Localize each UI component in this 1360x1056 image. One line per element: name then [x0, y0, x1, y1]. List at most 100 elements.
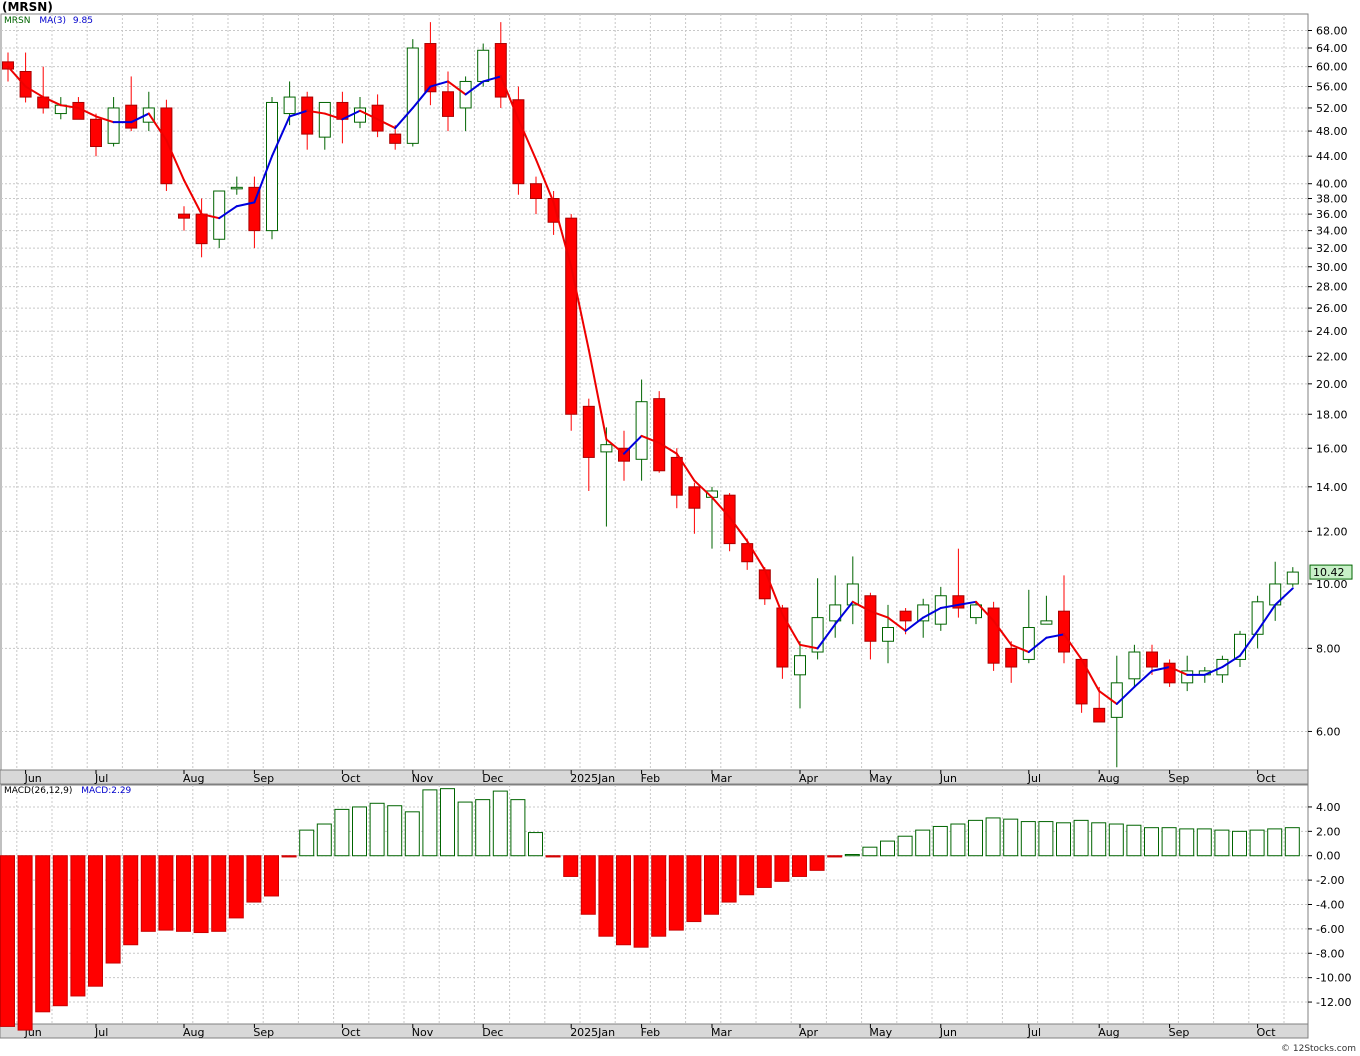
ma3-line-segment [939, 603, 960, 610]
candle-body [442, 91, 454, 117]
ma3-line-segment [341, 109, 361, 121]
ma3-line-segment [658, 441, 678, 455]
macd-bar [616, 855, 631, 946]
candle-body [160, 107, 173, 185]
candle-body [582, 405, 595, 458]
ma3-line-segment [746, 540, 766, 571]
macd-bar [299, 829, 315, 857]
candle-body [354, 107, 366, 123]
macd-bar [334, 808, 350, 857]
macd-month-label: 2025Jan [570, 1026, 615, 1039]
ma3-line-segment [288, 109, 309, 118]
macd-bar [1126, 824, 1142, 857]
macd-bar [897, 835, 913, 857]
ma3-line-segment [693, 479, 713, 499]
ma3-line-segment [887, 616, 907, 632]
candle-body [1093, 707, 1106, 723]
candle-body [477, 49, 490, 82]
macd-bar [774, 855, 790, 882]
macd-month-label: Nov [412, 1026, 434, 1039]
candle-body [811, 617, 824, 653]
macd-bar [1003, 818, 1019, 857]
macd-bar [651, 855, 667, 937]
macd-ytick-label: -8.00 [1316, 947, 1344, 960]
macd-bar [140, 855, 156, 932]
macd-bar [1214, 829, 1230, 857]
candle-body [1058, 610, 1070, 653]
price-ytick-label: 18.00 [1316, 408, 1348, 421]
candle-body [547, 198, 560, 223]
ma3-line-segment [165, 139, 185, 182]
macd-month-label: Oct [341, 1026, 361, 1039]
price-month-label: Jul [94, 772, 108, 785]
macd-bar [17, 855, 33, 1031]
price-month-label: Apr [799, 772, 819, 785]
legend-ma-label: MA(3) [39, 16, 67, 26]
ma3-line-segment [728, 516, 749, 543]
ma3-line-segment [1115, 685, 1136, 705]
macd-bar [827, 855, 843, 858]
ma3-line-segment [130, 112, 150, 124]
ma3-line-segment [1203, 666, 1224, 676]
ma3-line-segment [711, 496, 731, 519]
macd-month-label: Jul [94, 1026, 108, 1039]
legend-ma-value: 9.85 [72, 16, 93, 26]
price-ytick-label: 6.00 [1316, 725, 1341, 738]
candle-body [670, 456, 683, 496]
ma3-line-segment [1221, 654, 1241, 669]
ma3-line-segment [376, 118, 397, 130]
ma3-line-segment [552, 201, 573, 268]
candle-body [230, 186, 243, 190]
ma3-line-segment [605, 438, 625, 455]
macd-bar [105, 855, 121, 964]
candle-body [794, 655, 806, 676]
macd-date-axis-bar [0, 1023, 1309, 1039]
candle-body [125, 104, 138, 129]
macd-bar [721, 855, 737, 903]
ma3-line-segment [1168, 666, 1189, 676]
ma3-line-segment [24, 85, 45, 99]
ma3-line-segment [1151, 666, 1171, 672]
macd-bar [492, 790, 508, 857]
candle-body [635, 401, 648, 460]
ma3-line-segment [816, 623, 837, 650]
candle-body [776, 607, 789, 668]
candle-body [406, 47, 419, 144]
price-ytick-label: 24.00 [1316, 325, 1348, 338]
macd-month-label: Apr [799, 1026, 819, 1039]
macd-bar [1020, 821, 1036, 857]
macd-bar [545, 855, 561, 858]
price-ytick-label: 34.00 [1316, 225, 1348, 238]
macd-bar [228, 855, 244, 919]
ma3-line-segment [42, 96, 62, 107]
ma3-line-segment [95, 115, 115, 124]
macd-bar [1232, 830, 1247, 857]
price-panel-frame [0, 13, 1309, 771]
price-ytick-label: 28.00 [1316, 281, 1348, 294]
price-ytick-label: 52.00 [1316, 102, 1348, 115]
price-ytick-label: 20.00 [1316, 378, 1348, 391]
macd-bar [193, 855, 209, 934]
price-month-label: Aug [183, 772, 204, 785]
candle-body [248, 186, 261, 232]
candle-body [195, 213, 208, 245]
macd-legend: MACD(26,12,9) MACD:2.29 [4, 786, 131, 796]
macd-bar [563, 855, 579, 877]
macd-legend-value: MACD:2.29 [81, 786, 132, 796]
ma3-line-segment [218, 205, 238, 220]
macd-ytick-label: -12.00 [1316, 996, 1351, 1009]
ma3-line-segment [763, 568, 784, 616]
macd-month-label: Jul [1027, 1026, 1041, 1039]
macd-bar [985, 817, 1001, 857]
candle-body [1251, 601, 1264, 635]
candle-body [723, 494, 736, 545]
macd-bar [580, 855, 596, 915]
price-ytick-label: 56.00 [1316, 81, 1348, 94]
price-month-label: Oct [341, 772, 361, 785]
candle-body [970, 604, 982, 619]
ma3-line-segment [447, 80, 467, 96]
macd-bar [1056, 822, 1071, 857]
candle-body [424, 43, 437, 93]
candle-body [371, 104, 384, 132]
candle-body [829, 604, 842, 622]
